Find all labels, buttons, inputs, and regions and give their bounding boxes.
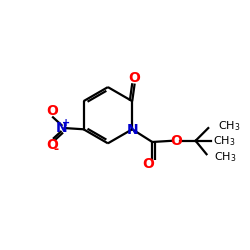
Text: O: O [46,138,58,152]
Text: O: O [129,71,140,85]
Text: +: + [62,118,70,128]
Text: CH$_3$: CH$_3$ [218,119,240,133]
Text: N: N [56,121,67,135]
Text: -: - [53,143,59,156]
Text: O: O [142,157,154,171]
Text: O: O [46,104,58,118]
Text: N: N [127,123,138,137]
Text: CH$_3$: CH$_3$ [213,134,235,148]
Text: CH$_3$: CH$_3$ [214,150,237,164]
Text: O: O [170,134,182,148]
